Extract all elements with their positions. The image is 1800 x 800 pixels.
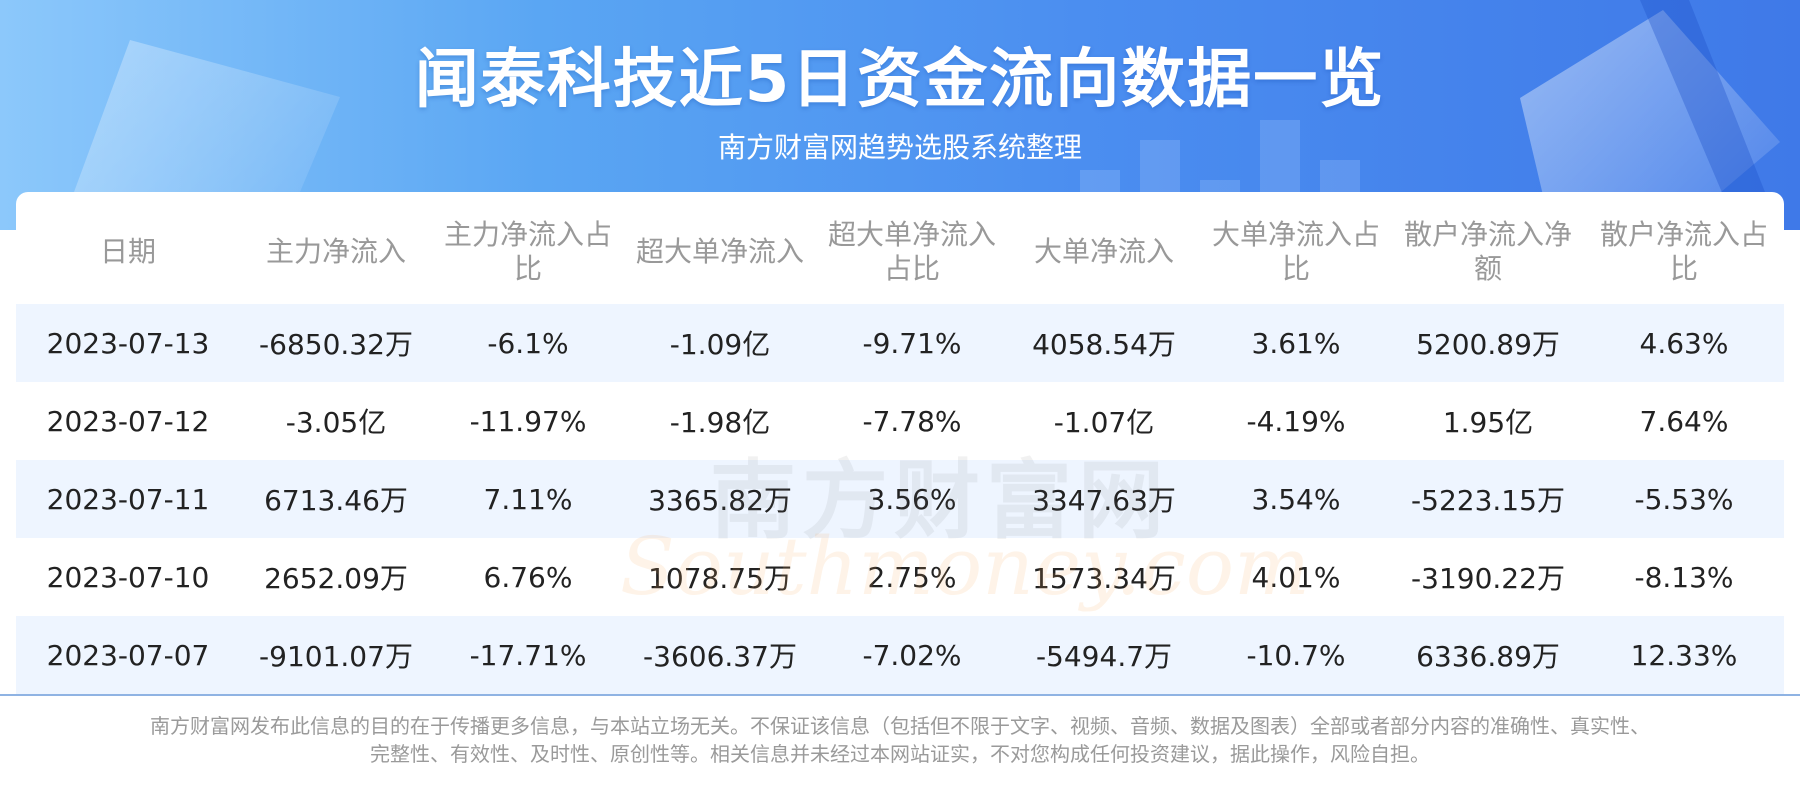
cell-large-net-inflow-ratio: -4.19% bbox=[1246, 404, 1346, 438]
table-row: 2023-07-07 -9101.07万 -17.71% -3606.37万 -… bbox=[16, 616, 1784, 694]
column-header-large-net-inflow: 大单净流入 bbox=[1033, 235, 1174, 268]
cell-super-large-net-inflow: -3606.37万 bbox=[624, 616, 816, 694]
cell-retail-net-inflow-amount: 6336.89万 bbox=[1392, 616, 1584, 694]
column-header-large-net-inflow-ratio: 大单净流入占比 bbox=[1211, 218, 1380, 285]
cell-main-net-inflow: 2652.09万 bbox=[264, 562, 408, 595]
table-row: 2023-07-10 2652.09万 6.76% 1078.75万 2.75%… bbox=[16, 538, 1784, 616]
column-header-retail-net-inflow-amount: 散户净流入净额 bbox=[1403, 218, 1572, 285]
cell-large-net-inflow: 1573.34万 bbox=[1032, 562, 1176, 595]
cell-main-net-inflow-ratio: -17.71% bbox=[432, 616, 624, 694]
table-row: 2023-07-13 -6850.32万 -6.1% -1.09亿 -9.71%… bbox=[16, 304, 1784, 382]
table-row: 2023-07-12 -3.05亿 -11.97% -1.98亿 -7.78% … bbox=[16, 382, 1784, 460]
column-header-super-large-net-inflow: 超大单净流入 bbox=[635, 235, 804, 268]
cell-large-net-inflow: -5494.7万 bbox=[1008, 616, 1200, 694]
cell-main-net-inflow-ratio: -6.1% bbox=[432, 304, 624, 382]
cell-main-net-inflow: -6850.32万 bbox=[240, 304, 432, 382]
cell-main-net-inflow: -3.05亿 bbox=[285, 406, 387, 439]
cell-retail-net-inflow-ratio: 12.33% bbox=[1584, 616, 1784, 694]
cell-date: 2023-07-12 bbox=[46, 404, 210, 438]
column-header-super-large-net-inflow-ratio: 超大单净流入占比 bbox=[827, 218, 996, 285]
cell-large-net-inflow: 3347.63万 bbox=[1008, 460, 1200, 538]
cell-retail-net-inflow-amount: 5200.89万 bbox=[1392, 304, 1584, 382]
cell-super-large-net-inflow-ratio: -9.71% bbox=[816, 304, 1008, 382]
cell-main-net-inflow-ratio: -11.97% bbox=[469, 404, 587, 438]
page-subtitle: 南方财富网趋势选股系统整理 bbox=[717, 131, 1082, 164]
cell-super-large-net-inflow: 1078.75万 bbox=[648, 562, 792, 595]
cell-large-net-inflow-ratio: 4.01% bbox=[1251, 560, 1341, 594]
footer-divider bbox=[0, 694, 1800, 696]
cell-large-net-inflow-ratio: -10.7% bbox=[1200, 616, 1392, 694]
footer-disclaimer: 南方财富网发布此信息的目的在于传播更多信息，与本站立场无关。不保证该信息（包括但… bbox=[60, 712, 1740, 768]
cell-date: 2023-07-07 bbox=[16, 616, 240, 694]
cell-retail-net-inflow-ratio: 4.63% bbox=[1584, 304, 1784, 382]
cell-retail-net-inflow-amount: 1.95亿 bbox=[1442, 406, 1534, 439]
column-header-main-net-inflow: 主力净流入 bbox=[265, 235, 406, 268]
column-header-date: 日期 bbox=[99, 235, 156, 268]
cell-super-large-net-inflow-ratio: -7.78% bbox=[862, 404, 962, 438]
cell-super-large-net-inflow: -1.98亿 bbox=[669, 406, 771, 439]
header-banner: 闻泰科技近5日资金流向数据一览 南方财富网趋势选股系统整理 bbox=[0, 0, 1800, 230]
cell-super-large-net-inflow: -1.09亿 bbox=[624, 304, 816, 382]
cell-date: 2023-07-11 bbox=[16, 460, 240, 538]
column-header-main-net-inflow-ratio: 主力净流入占比 bbox=[443, 218, 612, 285]
cell-super-large-net-inflow: 3365.82万 bbox=[624, 460, 816, 538]
cell-main-net-inflow: 6713.46万 bbox=[240, 460, 432, 538]
fund-flow-table: 日期 主力净流入 主力净流入占比 超大单净流入 超大单净流入占比 大单净流入 大… bbox=[16, 200, 1784, 694]
cell-retail-net-inflow-amount: -5223.15万 bbox=[1392, 460, 1584, 538]
cell-date: 2023-07-10 bbox=[46, 560, 210, 594]
cell-large-net-inflow-ratio: 3.61% bbox=[1200, 304, 1392, 382]
cell-retail-net-inflow-ratio: -5.53% bbox=[1584, 460, 1784, 538]
page-title: 闻泰科技近5日资金流向数据一览 bbox=[414, 43, 1386, 117]
column-header-retail-net-inflow-ratio: 散户净流入占比 bbox=[1599, 218, 1768, 285]
cell-large-net-inflow: -1.07亿 bbox=[1053, 406, 1155, 439]
table-row: 2023-07-11 6713.46万 7.11% 3365.82万 3.56%… bbox=[16, 460, 1784, 538]
cell-retail-net-inflow-ratio: -8.13% bbox=[1634, 560, 1734, 594]
cell-main-net-inflow-ratio: 6.76% bbox=[483, 560, 573, 594]
disclaimer-line-2: 完整性、有效性、及时性、原创性等。相关信息并未经过本网站证实，不对您构成任何投资… bbox=[370, 742, 1430, 766]
cell-large-net-inflow-ratio: 3.54% bbox=[1200, 460, 1392, 538]
cell-main-net-inflow: -9101.07万 bbox=[240, 616, 432, 694]
table-header-row: 日期 主力净流入 主力净流入占比 超大单净流入 超大单净流入占比 大单净流入 大… bbox=[16, 200, 1784, 304]
cell-super-large-net-inflow-ratio: 3.56% bbox=[816, 460, 1008, 538]
cell-retail-net-inflow-ratio: 7.64% bbox=[1639, 404, 1729, 438]
cell-retail-net-inflow-amount: -3190.22万 bbox=[1411, 562, 1565, 595]
cell-date: 2023-07-13 bbox=[16, 304, 240, 382]
cell-super-large-net-inflow-ratio: 2.75% bbox=[867, 560, 957, 594]
cell-large-net-inflow: 4058.54万 bbox=[1008, 304, 1200, 382]
cell-super-large-net-inflow-ratio: -7.02% bbox=[816, 616, 1008, 694]
disclaimer-line-1: 南方财富网发布此信息的目的在于传播更多信息，与本站立场无关。不保证该信息（包括但… bbox=[150, 714, 1650, 738]
cell-main-net-inflow-ratio: 7.11% bbox=[432, 460, 624, 538]
